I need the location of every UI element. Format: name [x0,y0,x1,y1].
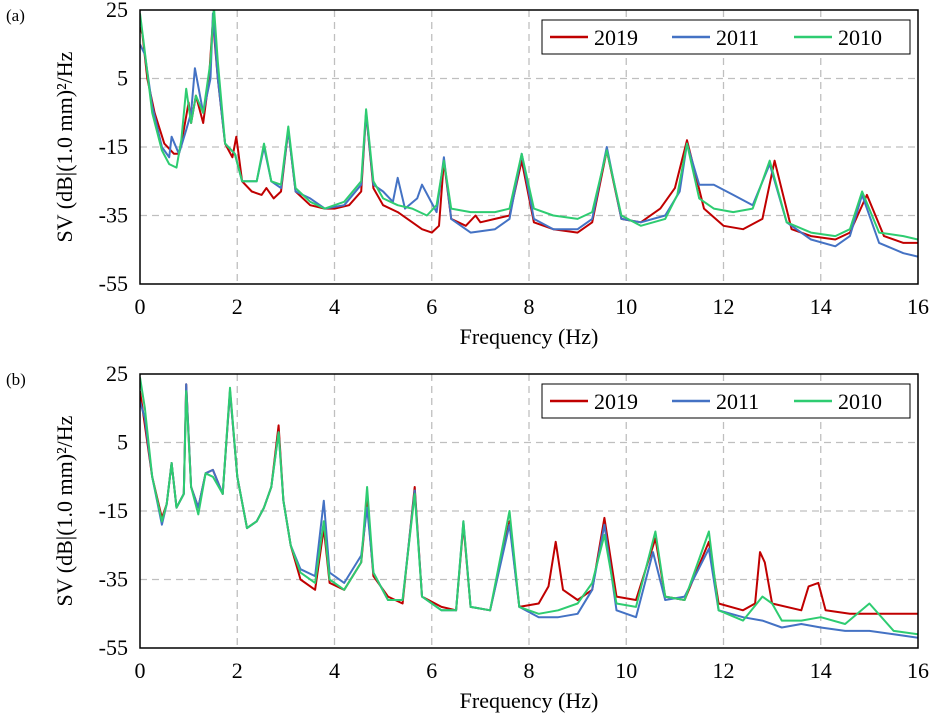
legend: 2019 2011 2010 [541,19,911,55]
y-tick-label: -35 [99,567,128,592]
x-tick-label: 16 [907,294,929,319]
x-tick-label: 6 [426,294,437,319]
x-tick-label: 16 [907,658,929,683]
x-axis-label: Frequency (Hz) [460,324,599,349]
legend-label-2019: 2019 [594,25,638,50]
legend-label-2011: 2011 [716,25,759,50]
x-tick-label: 6 [426,658,437,683]
y-tick-label: -55 [99,635,128,660]
x-tick-label: 12 [713,294,735,319]
x-tick-label: 8 [524,294,535,319]
x-tick-label: 4 [329,658,340,683]
x-tick-label: 2 [232,294,243,319]
y-axis-label: SV (dB|(1.0 mm)²/Hz [52,51,77,242]
series-line-2011 [140,12,918,258]
legend-label-2010: 2010 [838,25,882,50]
x-tick-label: 14 [810,294,832,319]
y-tick-label: 5 [117,66,128,91]
y-tick-label: 5 [117,430,128,455]
x-tick-label: 8 [524,658,535,683]
x-tick-label: 0 [135,658,146,683]
legend-label-2019: 2019 [594,389,638,414]
x-tick-label: 12 [713,658,735,683]
x-tick-label: 0 [135,294,146,319]
series-line-2010 [140,377,918,636]
y-tick-label: -35 [99,203,128,228]
x-tick-label: 10 [615,658,637,683]
y-tick-label: -15 [99,498,128,523]
y-axis-label: SV (dB|(1.0 mm)²/Hz [52,415,77,606]
legend-label-2010: 2010 [838,389,882,414]
x-tick-label: 2 [232,658,243,683]
x-tick-label: 10 [615,294,637,319]
x-tick-label: 14 [810,658,832,683]
legend-label-2011: 2011 [716,389,759,414]
plot-frame [139,9,919,285]
legend-box [541,383,911,419]
legend: 2019 2011 2010 [541,383,911,419]
plot-frame [139,373,919,649]
y-tick-label: -15 [99,134,128,159]
y-tick-label: 25 [106,0,128,22]
series-line-2010 [140,10,918,241]
panel-label: (a) [6,6,25,25]
x-axis-label: Frequency (Hz) [460,688,599,713]
x-tick-label: 4 [329,294,340,319]
y-tick-label: -55 [99,271,128,296]
chart-panel-a: (a) 0 2 4 6 8 10 12 14 16 -55 -35 -15 5 25 Frequency (H… [6,0,929,349]
y-tick-label: 25 [106,361,128,386]
chart-panel-b: (b) 0 2 4 6 8 10 12 14 16 -55 -35 -15 5 25 Frequency (H… [6,361,929,713]
legend-box [541,19,911,55]
panel-label: (b) [6,370,26,389]
